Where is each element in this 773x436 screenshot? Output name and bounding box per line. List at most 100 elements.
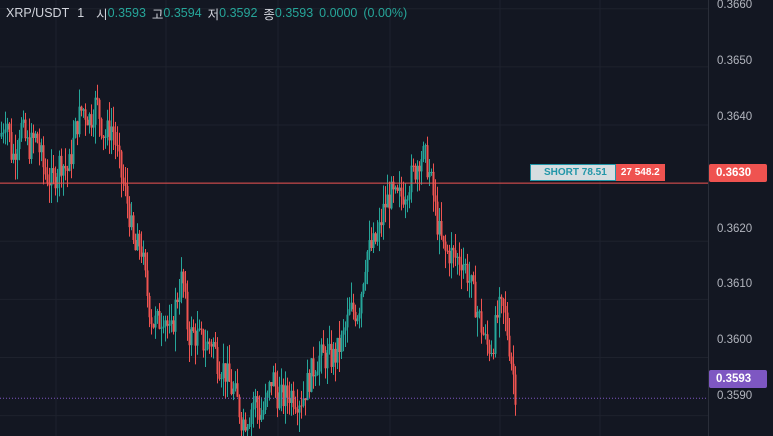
candle-body (78, 106, 81, 135)
candle-body (246, 426, 249, 431)
candle-body (210, 344, 213, 347)
candle-body (316, 371, 319, 376)
candle-body (170, 320, 173, 324)
candlestick-chart[interactable] (0, 0, 708, 436)
symbol-name[interactable]: XRP/USDT (6, 6, 70, 20)
candle-body (196, 329, 199, 346)
position-side[interactable]: SHORT 78.51 (530, 164, 616, 181)
candle-body (378, 222, 381, 234)
candle-body (118, 145, 121, 152)
candle-body (132, 215, 135, 240)
candle-body (486, 334, 489, 345)
candle-body (454, 250, 457, 258)
candle-body (142, 252, 145, 257)
candle-body (462, 264, 465, 271)
candle-body (214, 341, 217, 348)
candle-body (216, 347, 219, 374)
change-percent: (0.00%) (363, 6, 408, 20)
candle-body (276, 386, 279, 409)
candle-body (298, 405, 301, 413)
candle-body (96, 97, 99, 100)
candle-body (372, 233, 375, 248)
candle-body (110, 126, 113, 141)
candle-body (380, 222, 383, 226)
candle-body (340, 334, 343, 353)
candle-body (12, 153, 15, 160)
candle-body (164, 320, 167, 327)
chart-area[interactable]: XRP/USDT 1 시 0.3593 고 0.3594 저 0.3592 종 … (0, 0, 708, 436)
candle-body (250, 409, 253, 425)
candle-body (172, 320, 175, 332)
candle-body (288, 397, 291, 403)
candle-body (54, 173, 57, 189)
candle-body (392, 181, 395, 190)
candle-body (458, 256, 461, 265)
candle-body (124, 182, 127, 187)
candle-body (500, 296, 503, 299)
candle-body (418, 165, 421, 172)
candle-body (190, 327, 193, 346)
candle-body (244, 419, 247, 431)
candle-body (228, 363, 231, 382)
interval-label[interactable]: 1 (77, 6, 85, 20)
candle-body (112, 126, 115, 133)
candle-body (438, 220, 441, 235)
candle-body (136, 233, 139, 251)
candle-body (466, 263, 469, 283)
candle-body (278, 392, 281, 409)
candle-body (52, 168, 55, 174)
candle-body (220, 378, 223, 380)
candle-body (274, 372, 277, 387)
candle-body (166, 320, 169, 326)
candle-body (322, 344, 325, 353)
candle-body (224, 363, 227, 382)
price-axis[interactable]: 0.3660 0.3650 0.3640 0.3620 0.3610 0.360… (708, 0, 773, 436)
price-tick: 0.3640 (717, 111, 753, 123)
price-lines (0, 182, 708, 399)
candle-body (302, 398, 305, 406)
candle-body (256, 396, 259, 408)
candle-body (140, 246, 143, 257)
candle-body (248, 424, 251, 427)
candle-body (174, 299, 177, 332)
position-quantity[interactable]: 27 548.2 (615, 164, 665, 181)
candle-body (40, 145, 43, 153)
candle-body (152, 324, 155, 328)
candle-body (230, 381, 233, 395)
candle-body (192, 327, 195, 332)
candle-body (514, 374, 517, 405)
candle-body (400, 187, 403, 197)
candle-body (18, 138, 21, 150)
candle-body (484, 334, 487, 336)
candle-body (252, 402, 255, 410)
candle-body (304, 398, 307, 401)
candle-body (394, 187, 397, 190)
candle-body (422, 146, 425, 160)
candle-body (426, 145, 429, 178)
candle-body (446, 250, 449, 252)
low-label: 저 (207, 7, 220, 22)
candle-body (10, 132, 13, 160)
candle-body (64, 165, 67, 169)
candle-body (414, 165, 417, 180)
candle-body (416, 165, 419, 180)
candle-body (450, 247, 453, 264)
candle-body (464, 263, 467, 265)
candle-body (128, 203, 131, 228)
candle-body (6, 123, 9, 130)
candle-body (342, 330, 345, 335)
candle-body (158, 311, 161, 329)
candle-body (2, 132, 5, 134)
candle-body (48, 183, 51, 186)
candle-body (154, 315, 157, 328)
candle-body (350, 302, 353, 310)
position-label[interactable]: SHORT 78.51 27 548.2 (530, 164, 665, 181)
candle-body (508, 335, 511, 357)
candle-body (0, 133, 3, 137)
candle-body (336, 337, 339, 363)
candle-body (306, 372, 309, 401)
candle-body (22, 119, 25, 123)
candle-body (82, 109, 85, 111)
candle-body (460, 264, 463, 271)
candle-body (402, 196, 405, 205)
